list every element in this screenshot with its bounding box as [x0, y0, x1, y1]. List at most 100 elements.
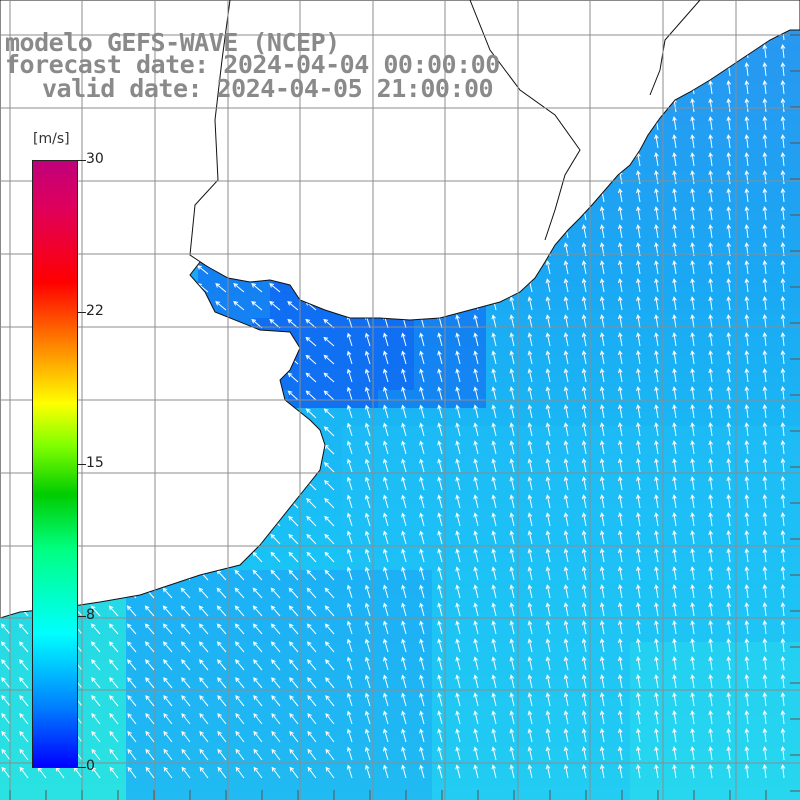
wind-arrow — [527, 476, 533, 491]
wind-arrow — [726, 152, 732, 167]
speed-cell — [756, 480, 774, 498]
wind-arrow — [325, 677, 335, 689]
wind-arrow — [581, 530, 587, 545]
wind-arrow — [346, 332, 353, 347]
speed-cell — [558, 678, 576, 696]
wind-arrow — [383, 386, 389, 401]
wind-arrow — [726, 548, 732, 563]
wind-arrow — [383, 674, 389, 689]
speed-cell — [432, 588, 450, 606]
wind-arrow — [617, 548, 623, 563]
wind-arrow — [346, 674, 353, 689]
speed-cell — [612, 570, 630, 588]
wind-arrow — [690, 332, 695, 347]
wind-arrow — [145, 766, 155, 779]
wind-arrow — [762, 278, 768, 293]
speed-cell — [360, 732, 378, 750]
wind-arrow — [708, 422, 713, 437]
speed-cell — [702, 444, 720, 462]
wind-arrow — [364, 584, 371, 599]
speed-cell — [450, 552, 468, 570]
wind-arrow — [253, 659, 263, 671]
speed-cell — [558, 534, 576, 552]
wind-arrow — [437, 674, 443, 689]
wind-arrow — [364, 674, 371, 689]
wind-arrow — [364, 746, 371, 761]
speed-cell — [504, 714, 522, 732]
speed-cell — [342, 570, 360, 588]
wind-arrow — [233, 283, 245, 293]
speed-cell — [432, 480, 450, 498]
speed-cell — [720, 552, 738, 570]
wind-arrow — [455, 494, 461, 509]
wind-arrow — [636, 728, 641, 743]
wind-arrow — [18, 605, 29, 617]
wind-arrow — [307, 748, 317, 761]
wind-arrow — [744, 44, 750, 59]
wind-arrow — [726, 494, 732, 509]
wind-arrow — [108, 623, 119, 635]
wind-arrow — [217, 659, 227, 671]
wind-arrow — [383, 458, 389, 473]
speed-cell — [450, 480, 468, 498]
wind-arrow — [527, 602, 533, 617]
wind-arrow — [324, 480, 335, 491]
wind-arrow — [744, 638, 750, 653]
wind-arrow — [509, 404, 515, 419]
speed-cell — [342, 624, 360, 642]
speed-cell — [666, 588, 684, 606]
wind-arrow — [144, 587, 155, 599]
wind-arrow — [346, 458, 353, 473]
wind-arrow — [364, 332, 371, 347]
wind-arrow — [199, 712, 209, 725]
wind-arrow — [744, 656, 750, 671]
speed-cell — [774, 516, 792, 534]
wind-arrow — [581, 278, 587, 293]
speed-cell — [558, 642, 576, 660]
wind-arrow — [744, 458, 750, 473]
wind-arrow — [527, 368, 533, 383]
speed-cell — [324, 786, 342, 800]
wind-arrow — [437, 458, 443, 473]
wind-arrow — [708, 152, 713, 167]
wind-arrow — [199, 659, 209, 671]
speed-cell — [594, 642, 612, 660]
speed-cell — [450, 354, 468, 372]
speed-cell — [432, 696, 450, 714]
speed-cell — [450, 606, 468, 624]
wind-arrow — [744, 584, 750, 599]
wind-arrow — [346, 692, 353, 707]
speed-cell — [702, 624, 720, 642]
wind-arrow — [780, 296, 786, 311]
wind-arrow — [654, 440, 659, 455]
wind-arrow — [617, 278, 623, 293]
wind-arrow — [233, 301, 245, 311]
wind-arrow — [0, 605, 11, 617]
title-forecast-date: forecast date: 2024-04-04 00:00:00 — [5, 50, 500, 79]
wind-arrow — [252, 533, 263, 545]
wind-arrow — [324, 623, 335, 635]
speed-cell — [738, 660, 756, 678]
wind-arrow — [473, 512, 479, 527]
speed-cell — [648, 588, 666, 606]
wind-arrow — [270, 605, 281, 617]
wind-arrow — [491, 620, 497, 635]
title-valid-date: valid date: 2024-04-05 21:00:00 — [42, 74, 494, 103]
wind-arrow — [780, 386, 786, 401]
wind-arrow — [346, 602, 353, 617]
speed-cell — [558, 462, 576, 480]
speed-cell — [558, 498, 576, 516]
wind-arrow — [690, 350, 695, 365]
wind-arrow — [346, 656, 353, 671]
wind-arrow — [162, 641, 173, 653]
wind-arrow — [780, 512, 786, 527]
speed-cell — [774, 570, 792, 588]
speed-cell — [378, 390, 396, 408]
wind-arrow — [527, 656, 533, 671]
wind-arrow — [491, 710, 497, 725]
wind-arrow — [690, 404, 695, 419]
speed-cell — [540, 444, 558, 462]
speed-cell — [540, 696, 558, 714]
speed-cell — [630, 732, 648, 750]
wind-arrow — [305, 354, 317, 365]
